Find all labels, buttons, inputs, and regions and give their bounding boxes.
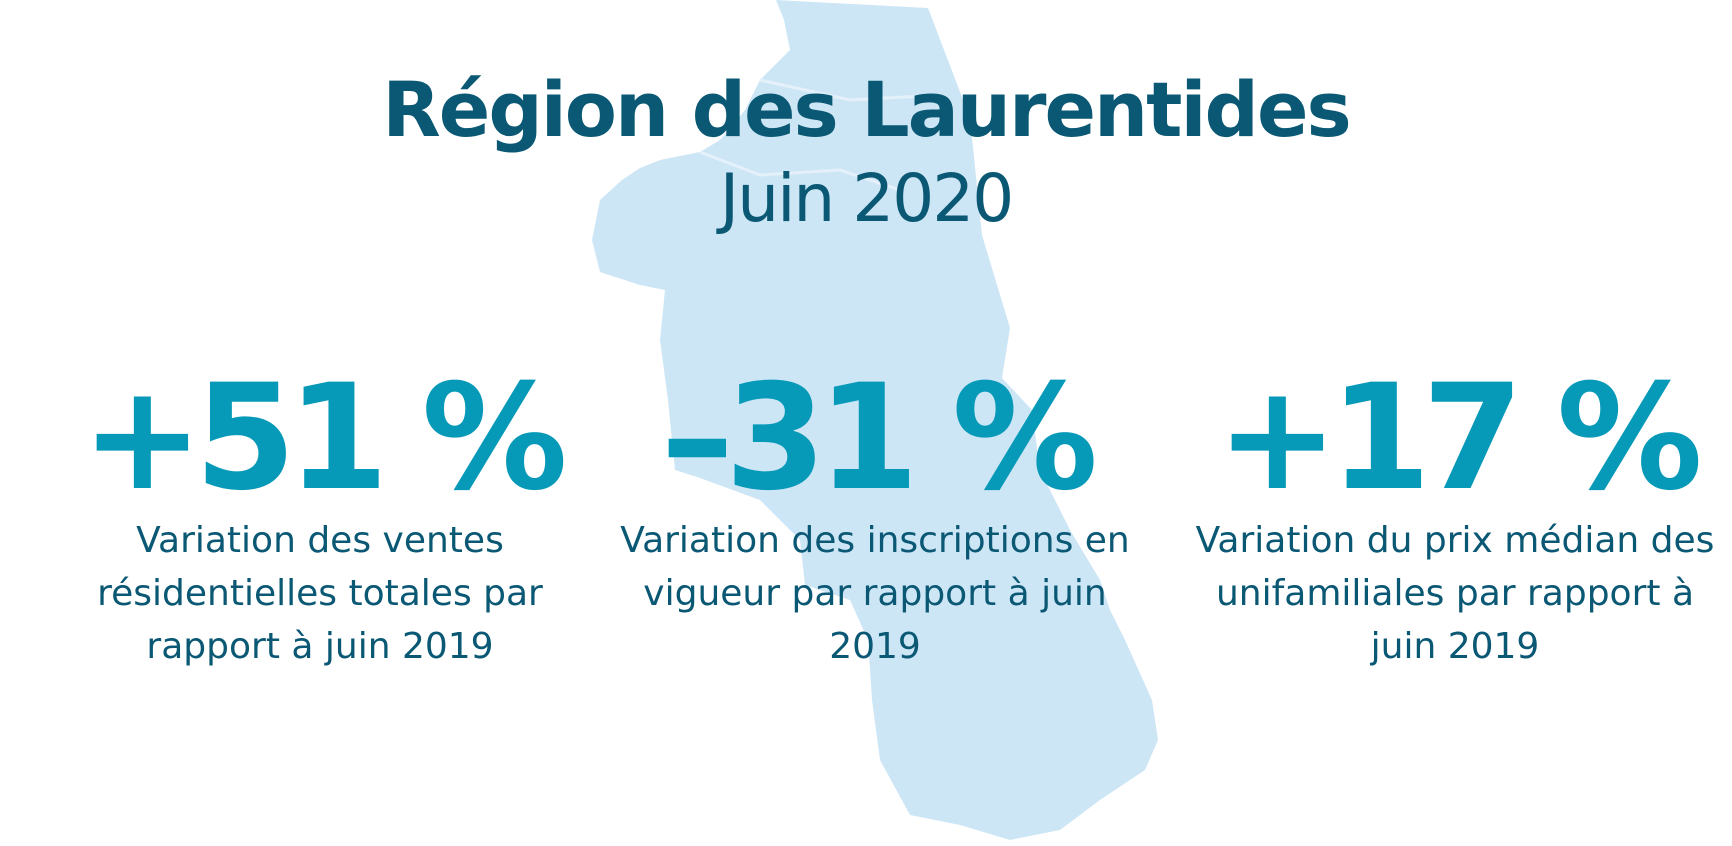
stat-median-price: +17 % Variation du prix médian des unifa…	[1185, 358, 1725, 673]
stat-sales: +51 % Variation des ventes résidentielle…	[50, 358, 590, 673]
stat-description: Variation des inscriptions en vigueur pa…	[620, 520, 1130, 667]
stat-description: Variation du prix médian des unifamilial…	[1195, 520, 1715, 667]
stat-listings: –31 % Variation des inscriptions en vigu…	[605, 358, 1145, 673]
stat-description: Variation des ventes résidentielles tota…	[97, 520, 543, 667]
stat-value: –31 %	[660, 353, 1098, 523]
title-block: Région des Laurentides Juin 2020	[0, 62, 1732, 244]
map-internal-boundary	[699, 78, 941, 192]
stat-value: +51 %	[81, 353, 568, 523]
laurentides-map-shape	[592, 0, 1158, 840]
stat-value: +17 %	[1216, 353, 1703, 523]
page-subtitle-date: Juin 2020	[719, 160, 1014, 237]
page-title: Région des Laurentides	[382, 65, 1351, 154]
